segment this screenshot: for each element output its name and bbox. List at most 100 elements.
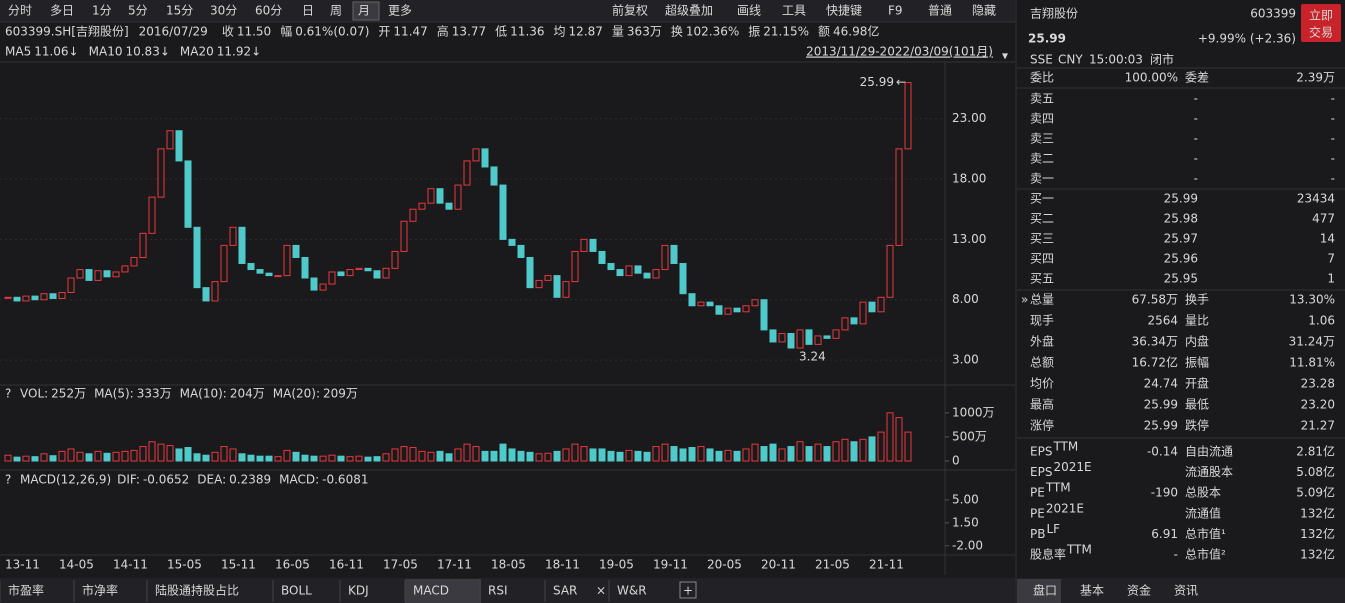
volume-bar — [355, 455, 363, 462]
volume-bar — [544, 452, 552, 462]
book-qty: 477 — [1312, 212, 1335, 226]
volume-bar — [805, 446, 813, 462]
row-value: 36.34万 — [1132, 335, 1178, 349]
row-label: 总市值¹ — [1185, 526, 1226, 541]
volume-bar — [598, 448, 606, 462]
volume-bar — [571, 443, 579, 462]
volume-bar — [769, 443, 777, 462]
candle — [346, 269, 354, 277]
field: MA20 — [180, 45, 214, 59]
field: DIF: — [117, 473, 140, 487]
tool-button[interactable]: F9 — [888, 4, 903, 18]
indicator-tab[interactable]: 市净率 — [82, 583, 118, 598]
indicator-tab[interactable]: 陆股通持股占比 — [155, 583, 239, 598]
period-tab[interactable]: 1分 — [92, 4, 112, 18]
volume-bar — [589, 448, 597, 462]
tool-button[interactable]: 普通 — [928, 4, 952, 18]
date-range[interactable]: 2013/11/29-2022/03/09(101月) — [806, 45, 993, 59]
panel-tab[interactable]: 资金 — [1127, 583, 1151, 598]
collapse-arrow[interactable]: » — [1021, 293, 1028, 307]
book-price: 25.99 — [1164, 192, 1198, 206]
indicator-tab[interactable]: RSI — [488, 584, 508, 598]
volume-bar — [139, 446, 147, 462]
row-value: 6.91 — [1151, 527, 1178, 541]
panel-tab[interactable]: 盘口 — [1033, 583, 1057, 598]
candle — [895, 148, 903, 246]
book-qty: - — [1331, 152, 1335, 166]
volume-bar — [22, 455, 30, 462]
volume-bar — [643, 451, 651, 462]
field: MACD: — [279, 473, 319, 487]
y-tick-label: 1.50 — [952, 515, 979, 529]
row-label: 最低 — [1185, 398, 1209, 412]
y-tick-label: 0 — [952, 454, 960, 468]
period-tab[interactable]: 5分 — [128, 4, 148, 18]
candle — [301, 256, 309, 279]
candle — [796, 329, 804, 349]
candle — [859, 301, 867, 325]
trade-button[interactable] — [1301, 4, 1341, 42]
volume-bar — [751, 443, 759, 462]
volume-bar — [436, 450, 444, 462]
volume-bar — [868, 436, 876, 462]
tool-button[interactable]: 隐藏 — [972, 4, 996, 18]
panel-tab[interactable]: 资讯 — [1174, 584, 1198, 598]
row-label: 总量 — [1030, 293, 1054, 307]
candle — [778, 333, 786, 343]
candle — [256, 269, 264, 274]
tool-button[interactable]: 前复权 — [612, 3, 648, 18]
tool-button[interactable]: 超级叠加 — [665, 3, 713, 18]
period-tab[interactable]: 15分 — [166, 4, 193, 18]
tool-button[interactable]: 快捷键 — [826, 4, 862, 18]
row-label: 开盘 — [1185, 376, 1209, 391]
period-tab[interactable]: 分时 — [8, 4, 32, 18]
panel-tab[interactable]: 基本 — [1080, 584, 1104, 598]
book-label: 买三 — [1030, 232, 1054, 246]
indicator-tab[interactable]: W&R — [617, 584, 647, 598]
field: MA5 — [5, 45, 31, 59]
volume-bar — [247, 454, 255, 462]
tool-button[interactable]: 画线 — [737, 4, 761, 18]
volume-bar — [319, 455, 327, 462]
field: 高 — [437, 24, 449, 39]
add-box[interactable] — [679, 581, 697, 599]
volume-bar — [112, 451, 120, 462]
volume-bar — [337, 455, 345, 462]
period-tab[interactable]: 更多 — [388, 4, 412, 18]
volume-bar — [40, 453, 48, 462]
candle — [76, 269, 84, 279]
volume-bar — [157, 443, 165, 462]
indicator-tab[interactable]: BOLL — [281, 584, 312, 598]
y-tick-label: 3.00 — [952, 353, 979, 367]
volume-bar — [616, 451, 624, 462]
volume-bar — [724, 449, 732, 462]
indicator-tab[interactable]: SAR — [553, 584, 577, 598]
period-tab[interactable]: 60分 — [255, 4, 282, 18]
candle — [364, 267, 372, 272]
menu-arrow[interactable]: ▾ — [1002, 49, 1008, 63]
volume-bar — [193, 453, 201, 462]
row-label: 自由流通 — [1185, 445, 1233, 459]
candle — [400, 220, 408, 252]
indicator-tab[interactable]: KDJ — [348, 584, 369, 598]
period-tab[interactable]: 月 — [358, 4, 370, 18]
indicator-tab[interactable]: MACD — [413, 584, 449, 598]
candle — [382, 267, 390, 279]
row-label: 委比 — [1030, 71, 1054, 85]
period-tab[interactable]: 日 — [302, 4, 314, 18]
row-label: PE — [1030, 506, 1045, 520]
volume-bar — [256, 455, 264, 462]
field: 额 — [818, 25, 830, 39]
volume-bar — [517, 450, 525, 462]
tool-button[interactable]: 工具 — [782, 4, 806, 18]
row-value: 132亿 — [1300, 547, 1335, 562]
period-tab[interactable]: 周 — [330, 4, 342, 18]
period-tab[interactable]: 多日 — [50, 4, 74, 18]
period-tab[interactable]: 30分 — [210, 4, 237, 18]
indicator-tab[interactable]: 市盈率 — [8, 583, 44, 598]
x-tick-label: 15-05 — [167, 558, 202, 572]
row-value: 31.24万 — [1289, 335, 1335, 349]
volume-bar — [130, 449, 138, 462]
row-label: PB — [1030, 527, 1045, 541]
candle — [94, 270, 102, 281]
